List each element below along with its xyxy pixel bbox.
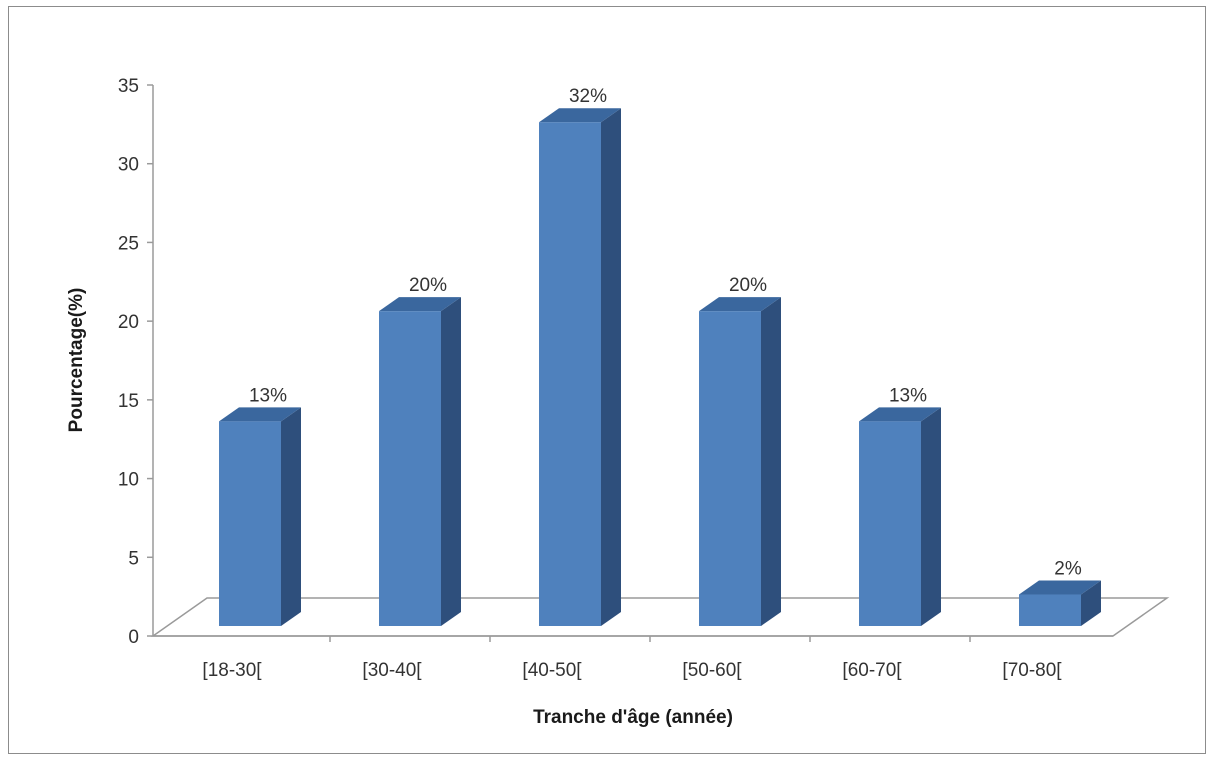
bar-front (379, 311, 441, 626)
bar-front (699, 311, 761, 626)
data-label: 13% (249, 385, 287, 406)
x-tick-label: [18-30[ (202, 660, 262, 681)
bar-top (539, 108, 621, 123)
y-tick-label: 10 (118, 470, 139, 491)
y-axis: 0 5 10 15 20 25 30 35 (118, 76, 1113, 648)
x-tick-label: [50-60[ (682, 660, 742, 681)
floor-plane (150, 597, 1170, 637)
x-axis-title: Tranche d'âge (année) (533, 707, 733, 728)
bar-top (699, 297, 781, 312)
bar-front (859, 421, 921, 626)
bars (219, 108, 1101, 626)
bar-side (921, 407, 941, 626)
bar-top (219, 407, 301, 422)
data-label: 2% (1054, 559, 1082, 580)
chart-floor (150, 597, 1170, 637)
x-tick-label: [40-50[ (522, 660, 582, 681)
data-label: 32% (569, 86, 607, 107)
bar-[40-50[ (539, 108, 621, 626)
bar-side (281, 407, 301, 626)
bar-top (859, 407, 941, 422)
bar-top (1019, 580, 1101, 595)
x-tick-label: [30-40[ (362, 660, 422, 681)
bar-front (1019, 594, 1081, 626)
bar-side (601, 108, 621, 626)
y-tick-label: 0 (128, 627, 139, 648)
bar-front (539, 122, 601, 626)
bar-side (761, 297, 781, 626)
bar-side (441, 297, 461, 626)
data-label: 13% (889, 385, 927, 406)
y-tick-label: 15 (118, 391, 139, 412)
bar-[50-60[ (699, 297, 781, 626)
y-tick-label: 25 (118, 233, 139, 254)
data-label: 20% (409, 275, 447, 296)
bar-top (379, 297, 461, 312)
x-tick-label: [70-80[ (1002, 660, 1062, 681)
y-tick-label: 30 (118, 155, 139, 176)
bar-[60-70[ (859, 407, 941, 626)
bar-front (219, 421, 281, 626)
y-tick-label: 35 (118, 76, 139, 97)
labels: 13% [18-30[ 20% [30-40[ 32% [40-50[ 20% [50-60[… (202, 86, 1081, 681)
bar-[18-30[ (219, 407, 301, 626)
x-tick-label: [60-70[ (842, 660, 902, 681)
bar-[70-80[ (1019, 580, 1101, 626)
y-tick-label: 5 (128, 548, 139, 569)
y-tick-label: 20 (118, 312, 139, 333)
bar-[30-40[ (379, 297, 461, 626)
y-axis-title: Pourcentage(%) (66, 288, 87, 433)
bar-side (1081, 580, 1101, 626)
data-label: 20% (729, 275, 767, 296)
